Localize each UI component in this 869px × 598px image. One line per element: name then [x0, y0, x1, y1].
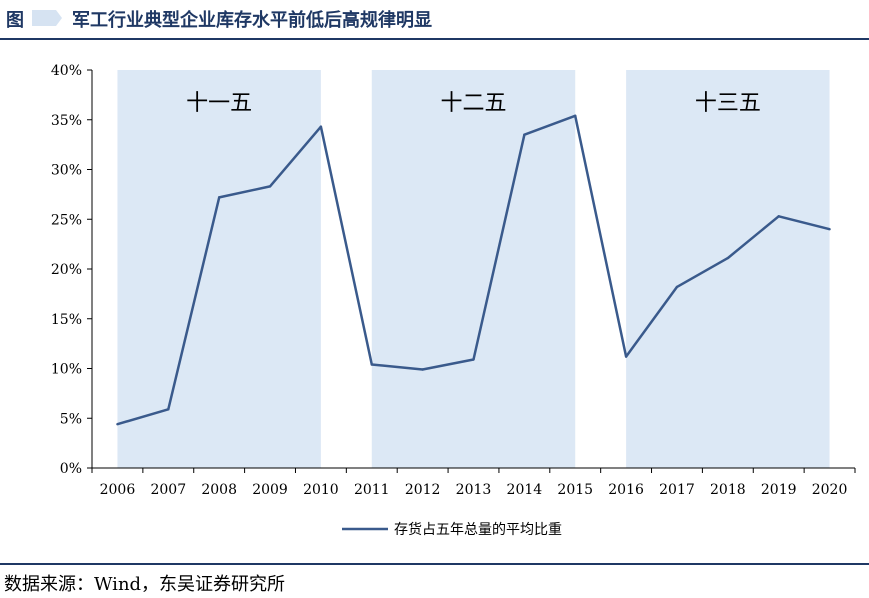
data-point [472, 358, 475, 361]
y-tick-label: 5% [60, 411, 82, 427]
chart-series [116, 114, 831, 426]
x-tick-label: 2013 [456, 482, 492, 498]
y-tick-label: 25% [51, 212, 82, 228]
data-point [828, 228, 831, 231]
figure-header: 图 军工行业典型企业库存水平前低后高规律明显 [0, 0, 869, 38]
period-band-2 [371, 70, 576, 468]
x-tick-label: 2017 [659, 482, 695, 498]
period-band-1 [117, 70, 321, 468]
chart-axes: 0% 5% 10% 15% 20% 25% 30% 35% 40% 2006 2007 2008 200… [51, 63, 856, 498]
figure-label: 图 [6, 10, 24, 31]
data-point [421, 368, 424, 371]
x-tick-label: 2008 [201, 482, 237, 498]
x-tick-label: 2016 [608, 482, 644, 498]
data-point [217, 196, 221, 199]
period-label-3: 十三五 [695, 91, 761, 116]
figure-badge-icon [32, 10, 62, 26]
data-point [624, 355, 628, 358]
y-tick-label: 30% [51, 163, 82, 179]
data-point [574, 114, 577, 117]
x-tick-label: 2007 [150, 482, 186, 498]
data-point [370, 363, 373, 366]
figure-title: 军工行业典型企业库存水平前低后高规律明显 [72, 10, 432, 31]
period-label-1: 十一五 [186, 91, 252, 116]
data-point [726, 256, 730, 260]
x-tick-label: 2012 [405, 482, 441, 498]
period-label-2: 十二五 [440, 91, 506, 116]
x-tick-label: 2018 [710, 482, 746, 498]
y-tick-label: 35% [51, 113, 82, 129]
y-tick-label: 40% [51, 63, 82, 79]
data-point [319, 125, 323, 128]
period-bands: 十一五 十二五 十三五 [117, 70, 830, 468]
source-note: 数据来源：Wind，东吴证券研究所 [4, 574, 286, 595]
x-tick-label: 2011 [354, 482, 390, 498]
y-tick-label: 20% [51, 262, 82, 278]
data-point [777, 215, 780, 218]
legend-label: 存货占五年总量的平均比重 [394, 521, 562, 538]
top-rule [0, 38, 869, 40]
data-point [675, 285, 679, 289]
y-tick-label: 15% [51, 312, 82, 328]
x-tick-label: 2006 [100, 482, 136, 498]
x-tick-label: 2019 [761, 482, 797, 498]
y-tick-label: 10% [51, 362, 82, 378]
x-tick-label: 2009 [252, 482, 288, 498]
x-tick-label: 2015 [557, 482, 593, 498]
data-point [523, 133, 526, 136]
period-band-3 [626, 70, 830, 468]
y-tick-label: 0% [60, 461, 82, 477]
bottom-rule [0, 563, 869, 565]
x-tick-label: 2014 [507, 482, 543, 498]
chart-legend: 存货占五年总量的平均比重 [342, 521, 562, 538]
data-point [268, 185, 272, 188]
data-point [167, 408, 170, 411]
line-chart: 十一五 十二五 十三五 0% 5% 10% 15% 20% 25% 30% 35% 40% 2006 2… [51, 63, 856, 538]
x-tick-label: 2010 [303, 482, 339, 498]
x-tick-label: 2020 [812, 482, 848, 498]
data-point [116, 423, 119, 426]
